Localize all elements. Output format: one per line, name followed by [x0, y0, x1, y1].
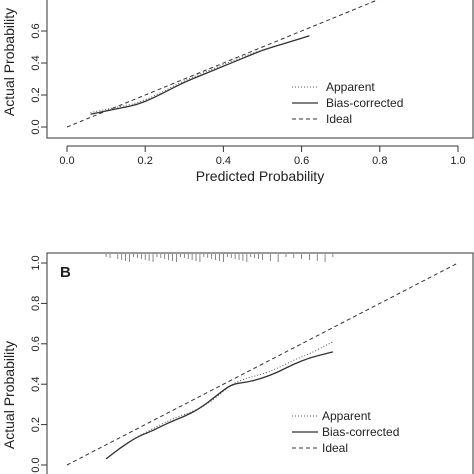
panel-a-y-tick-label: 0.0: [30, 119, 42, 134]
panel-b: B Actual Probability 0.00.20.40.60.81.0 …: [1, 252, 474, 474]
panel-a-x-tick-label: 0.6: [294, 155, 309, 167]
panel-b-series-bias-corrected: [105, 351, 334, 460]
legend-apparent-label: Apparent: [326, 80, 375, 94]
panel-a-y-axis: 0.0 0.2 0.4 0.6: [30, 23, 48, 135]
panel-a-series: [66, 0, 379, 128]
panel-a-series-apparent: [90, 35, 310, 114]
panel-b-legend: Apparent Bias-corrected Ideal: [292, 409, 399, 455]
panel-a-y-tick-label: 0.2: [30, 87, 42, 102]
panel-a-x-axis-title: Predicted Probability: [196, 168, 324, 184]
panel-a-plot-frame: [46, 0, 474, 139]
panel-b-y-tick-label: 0.0: [30, 457, 42, 472]
panel-b-rug: [105, 254, 334, 262]
panel-a-x-tick-label: 0.8: [372, 155, 387, 167]
panel-a-y-axis-title: Actual Probability: [1, 8, 17, 116]
panel-a-x-tick-label: 0.2: [138, 155, 153, 167]
legend-ideal-label: Ideal: [322, 441, 348, 455]
panel-b-y-tick-label: 1.0: [30, 255, 42, 270]
panel-b-y-axis-title: Actual Probability: [1, 341, 17, 449]
panel-b-y-tick-label: 0.2: [30, 417, 42, 432]
panel-a-y-tick-label: 0.4: [30, 55, 42, 70]
legend-apparent-label: Apparent: [322, 409, 371, 423]
panel-a-x-tick-label: 0.4: [216, 155, 231, 167]
panel-a-series-bias-corrected: [90, 35, 310, 115]
panel-b-letter: B: [60, 264, 71, 281]
panel-a-series-ideal: [66, 0, 379, 128]
panel-b-y-tick-label: 0.6: [30, 336, 42, 351]
panel-b-series-ideal: [66, 262, 459, 466]
legend-ideal-label: Ideal: [326, 112, 352, 126]
panel-b-series-apparent: [105, 341, 334, 460]
panel-a-x-tick-label: 1.0: [450, 155, 465, 167]
legend-bias-corrected-label: Bias-corrected: [326, 96, 403, 110]
panel-a-y-tick-label: 0.6: [30, 23, 42, 38]
panel-b-y-tick-label: 0.4: [30, 377, 42, 392]
panel-a-y-axis-label: Actual Probability: [1, 8, 17, 116]
panel-a-x-axis: 0.0 0.2 0.4 0.6 0.8 1.0: [59, 145, 466, 167]
panel-a-legend: Apparent Bias-corrected Ideal: [292, 80, 403, 126]
panel-b-y-axis: 0.0 0.2 0.4 0.6 0.8 1.0: [30, 255, 48, 474]
panel-b-series: [66, 262, 459, 466]
panel-b-plot-frame: [46, 252, 474, 474]
legend-bias-corrected-label: Bias-corrected: [322, 425, 399, 439]
panel-b-y-tick-label: 0.8: [30, 296, 42, 311]
panel-a-x-tick-label: 0.0: [59, 155, 74, 167]
panel-a: Actual Probability 0.00.20.40.6 0.0 0.2 0.…: [1, 0, 474, 184]
